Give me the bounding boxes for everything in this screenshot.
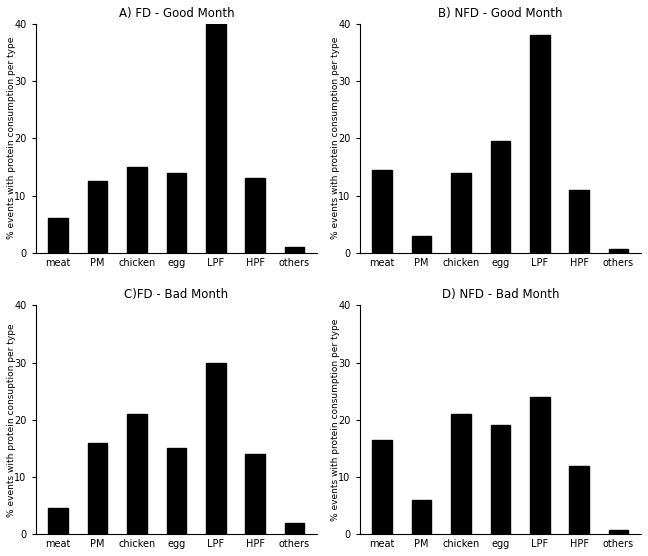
- Bar: [167, 172, 186, 253]
- Y-axis label: % events with protein consumption per type: % events with protein consumption per ty…: [331, 37, 340, 240]
- Y-axis label: % events with protein consumption per type: % events with protein consumption per ty…: [7, 37, 16, 240]
- Bar: [49, 508, 68, 534]
- Bar: [411, 500, 432, 534]
- Bar: [608, 530, 629, 534]
- Bar: [127, 414, 147, 534]
- Bar: [206, 363, 226, 534]
- Y-axis label: % events with protein consumption per type: % events with protein consumption per ty…: [331, 319, 340, 521]
- Bar: [245, 454, 265, 534]
- Bar: [49, 219, 68, 253]
- Bar: [87, 181, 108, 253]
- Bar: [373, 170, 392, 253]
- Bar: [284, 523, 305, 534]
- Bar: [245, 178, 265, 253]
- Bar: [491, 141, 510, 253]
- Bar: [530, 397, 550, 534]
- Bar: [569, 190, 589, 253]
- Bar: [451, 414, 471, 534]
- Bar: [411, 236, 432, 253]
- Title: B) NFD - Good Month: B) NFD - Good Month: [438, 7, 562, 20]
- Title: D) NFD - Bad Month: D) NFD - Bad Month: [441, 289, 559, 301]
- Bar: [373, 440, 392, 534]
- Title: A) FD - Good Month: A) FD - Good Month: [119, 7, 234, 20]
- Bar: [127, 167, 147, 253]
- Bar: [608, 249, 629, 253]
- Y-axis label: % events with protein consuption per type: % events with protein consuption per typ…: [7, 323, 16, 517]
- Bar: [530, 36, 550, 253]
- Bar: [491, 425, 510, 534]
- Bar: [206, 24, 226, 253]
- Bar: [569, 465, 589, 534]
- Bar: [167, 448, 186, 534]
- Bar: [87, 443, 108, 534]
- Bar: [451, 172, 471, 253]
- Bar: [284, 247, 305, 253]
- Title: C)FD - Bad Month: C)FD - Bad Month: [124, 289, 228, 301]
